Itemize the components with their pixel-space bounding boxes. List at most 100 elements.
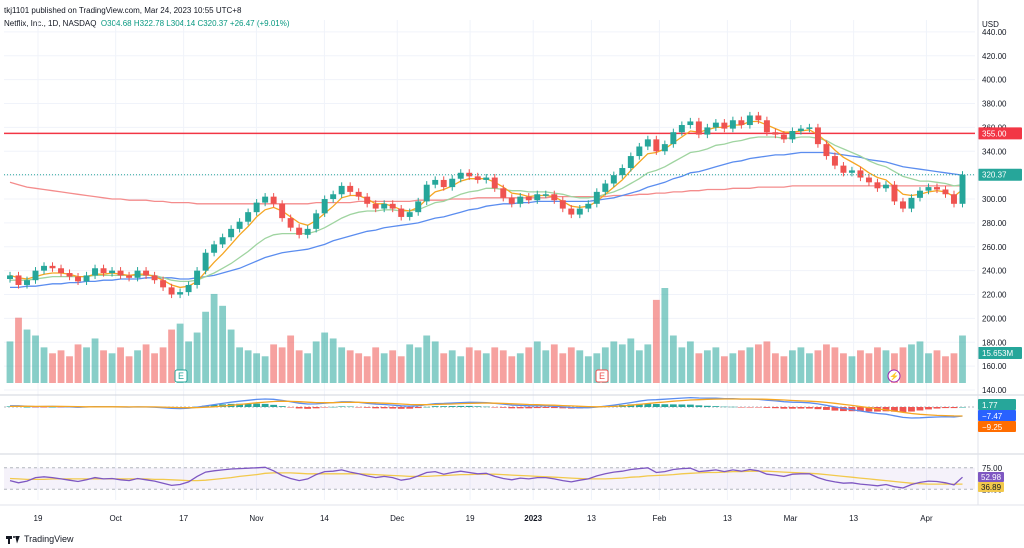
candle-body (143, 270, 150, 276)
candle-body (780, 134, 787, 140)
candle-body (678, 125, 685, 133)
macd-histogram-bar (695, 405, 703, 407)
volume-bar (482, 353, 490, 383)
rsi-ma-line (9, 470, 963, 485)
volume-bar (516, 353, 524, 383)
macd-histogram-bar (891, 407, 898, 412)
macd-histogram-bar (550, 407, 558, 409)
candle-body (423, 184, 430, 202)
candle-body (279, 203, 286, 219)
macd-histogram-bar (49, 407, 56, 408)
macd-histogram-bar (729, 406, 737, 408)
candle-body (899, 201, 906, 209)
macd-label-bg (978, 421, 1016, 432)
candle-body (364, 196, 371, 204)
candle-body (432, 179, 439, 185)
macd-histogram-bar (925, 407, 932, 410)
volume-bar (74, 344, 82, 383)
macd-histogram-bar (831, 407, 839, 411)
candle-body (951, 194, 957, 204)
time-tick-label: Nov (249, 514, 263, 523)
earnings-marker-glyph: E (599, 371, 605, 381)
candle-body (449, 178, 456, 188)
price-label: 15.653M (982, 349, 1013, 358)
candle-body (24, 280, 30, 285)
macd-histogram-bar (312, 407, 320, 409)
ema-mid-line (10, 136, 963, 283)
candle-body (415, 201, 422, 213)
macd-histogram-bar (686, 404, 694, 407)
volume-bar (312, 341, 320, 383)
macd-histogram-bar (857, 407, 864, 412)
rsi-label-bg (978, 482, 1004, 492)
macd-histogram-bar (338, 406, 346, 407)
volume-bar (916, 341, 924, 383)
volume-bar (304, 353, 312, 383)
candle-body (670, 132, 677, 145)
candle-body (406, 212, 413, 217)
macd-histogram-bar (542, 407, 550, 408)
rsi-value-label: 36.89 (981, 483, 1002, 492)
macd-histogram-bar (304, 407, 312, 409)
candle-body (619, 168, 626, 176)
price-tick-label: 300.00 (982, 195, 1007, 204)
time-tick-label: 19 (466, 514, 475, 523)
candle-body (262, 196, 269, 203)
volume-bar (363, 356, 371, 383)
macd-histogram-bar (389, 407, 397, 409)
volume-bar (593, 353, 601, 383)
candle-body (58, 268, 65, 274)
macd-histogram-bar (380, 407, 388, 409)
candle-body (848, 170, 855, 173)
volume-bar (550, 344, 558, 383)
candle-body (126, 275, 133, 278)
candle-body (15, 275, 22, 285)
macd-histogram-bar (933, 407, 941, 409)
macd-histogram-bar (355, 407, 363, 408)
candle-body (75, 276, 82, 282)
macd-histogram-bar (635, 403, 643, 407)
candle-body (797, 128, 804, 131)
volume-bar (797, 347, 805, 383)
volume-bar (117, 347, 124, 383)
candle-body (134, 270, 141, 278)
macd-histogram-bar (737, 407, 745, 408)
candle-body (117, 270, 124, 276)
candle-body (236, 221, 243, 229)
time-tick-label: 19 (34, 514, 43, 523)
macd-histogram-bar (270, 404, 278, 407)
macd-histogram-bar (253, 403, 261, 407)
macd-histogram-bar (780, 407, 788, 409)
volume-bar (321, 332, 329, 383)
macd-histogram-bar (908, 407, 915, 412)
volume-bar (185, 341, 192, 383)
volume-bar (440, 353, 448, 383)
earnings-marker (595, 369, 609, 383)
candle-body (211, 244, 218, 253)
macd-histogram-bar (448, 406, 456, 407)
volume-bar (397, 356, 405, 383)
macd-value-label: 1.77 (982, 401, 998, 410)
candle-body (755, 115, 762, 121)
time-tick-label: Mar (784, 514, 798, 523)
macd-histogram-bar (23, 407, 31, 408)
macd-histogram-bar (321, 407, 329, 408)
volume-bar (91, 338, 99, 383)
macd-histogram-bar (703, 405, 711, 407)
volume-bar (848, 356, 856, 383)
rsi-label-bg (978, 472, 1004, 482)
macd-histogram-bar (771, 407, 779, 409)
signal-line (9, 398, 963, 417)
candle-body (83, 275, 90, 282)
macd-histogram-bar (457, 405, 465, 407)
volume-bar (899, 347, 907, 383)
macd-histogram-bar (916, 407, 924, 411)
tradingview-footer[interactable]: TradingView (6, 534, 74, 544)
volume-bar (57, 350, 65, 383)
macd-histogram-bar (789, 407, 796, 409)
candle-body (508, 197, 515, 204)
macd-histogram-bar (533, 407, 541, 409)
candle-body (806, 127, 813, 129)
volume-bar (193, 332, 201, 383)
